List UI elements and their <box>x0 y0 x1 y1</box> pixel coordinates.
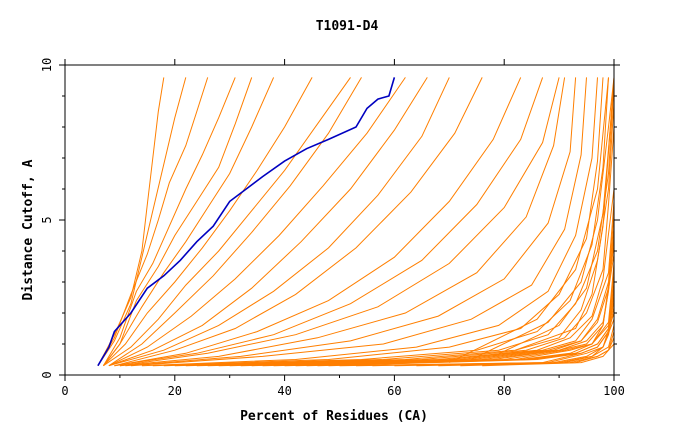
series-line-8 <box>103 77 351 367</box>
y-axis-label: Distance Cutoff, A <box>21 159 36 300</box>
series-line-13 <box>114 77 483 367</box>
series-line-15 <box>114 77 544 367</box>
series-line-10 <box>108 77 406 367</box>
axis-ticks <box>59 59 620 381</box>
x-tick-label: 100 <box>603 384 625 398</box>
series-line-11 <box>108 77 428 367</box>
series-line-30 <box>251 235 615 367</box>
series-line-3 <box>97 77 209 366</box>
x-axis-label: Percent of Residues (CA) <box>240 409 428 424</box>
x-tick-label: 20 <box>168 384 182 398</box>
series-line-16 <box>119 77 560 367</box>
x-tick-label: 60 <box>387 384 401 398</box>
series-line-46 <box>515 77 615 351</box>
series-layer <box>97 77 615 367</box>
series-line-2 <box>97 77 187 366</box>
series-line-12 <box>108 77 450 367</box>
series-line-49 <box>449 77 609 364</box>
highlight-series-line <box>97 77 396 367</box>
series-line-5 <box>103 77 253 367</box>
series-line-48 <box>471 77 615 360</box>
series-line-47 <box>492 83 615 357</box>
series-line-4 <box>102 77 236 366</box>
series-line-9 <box>108 77 362 367</box>
series-line-6 <box>103 77 275 367</box>
series-line-7 <box>103 77 313 367</box>
y-tick-label: 5 <box>40 216 54 223</box>
series-line-22 <box>163 77 609 367</box>
series-line-25 <box>196 126 615 367</box>
series-line-20 <box>141 77 598 367</box>
series-line-24 <box>185 102 615 367</box>
tick-labels: 0 20 40 60 80 100 0 5 10 <box>40 58 625 398</box>
series-line-23 <box>174 83 615 367</box>
series-line-14 <box>114 77 522 367</box>
series-line-18 <box>125 77 577 367</box>
series-line-45 <box>482 343 615 367</box>
y-tick-label: 0 <box>40 371 54 378</box>
plot-area-frame <box>64 64 615 376</box>
chart-title: T1091-D4 <box>316 19 379 34</box>
series-line-19 <box>130 77 587 367</box>
y-tick-label: 10 <box>40 58 54 72</box>
series-line-17 <box>119 77 566 367</box>
x-tick-label: 0 <box>61 384 68 398</box>
x-tick-label: 80 <box>497 384 511 398</box>
x-tick-label: 40 <box>277 384 291 398</box>
series-line-1 <box>97 77 165 366</box>
series-line-21 <box>152 77 604 367</box>
